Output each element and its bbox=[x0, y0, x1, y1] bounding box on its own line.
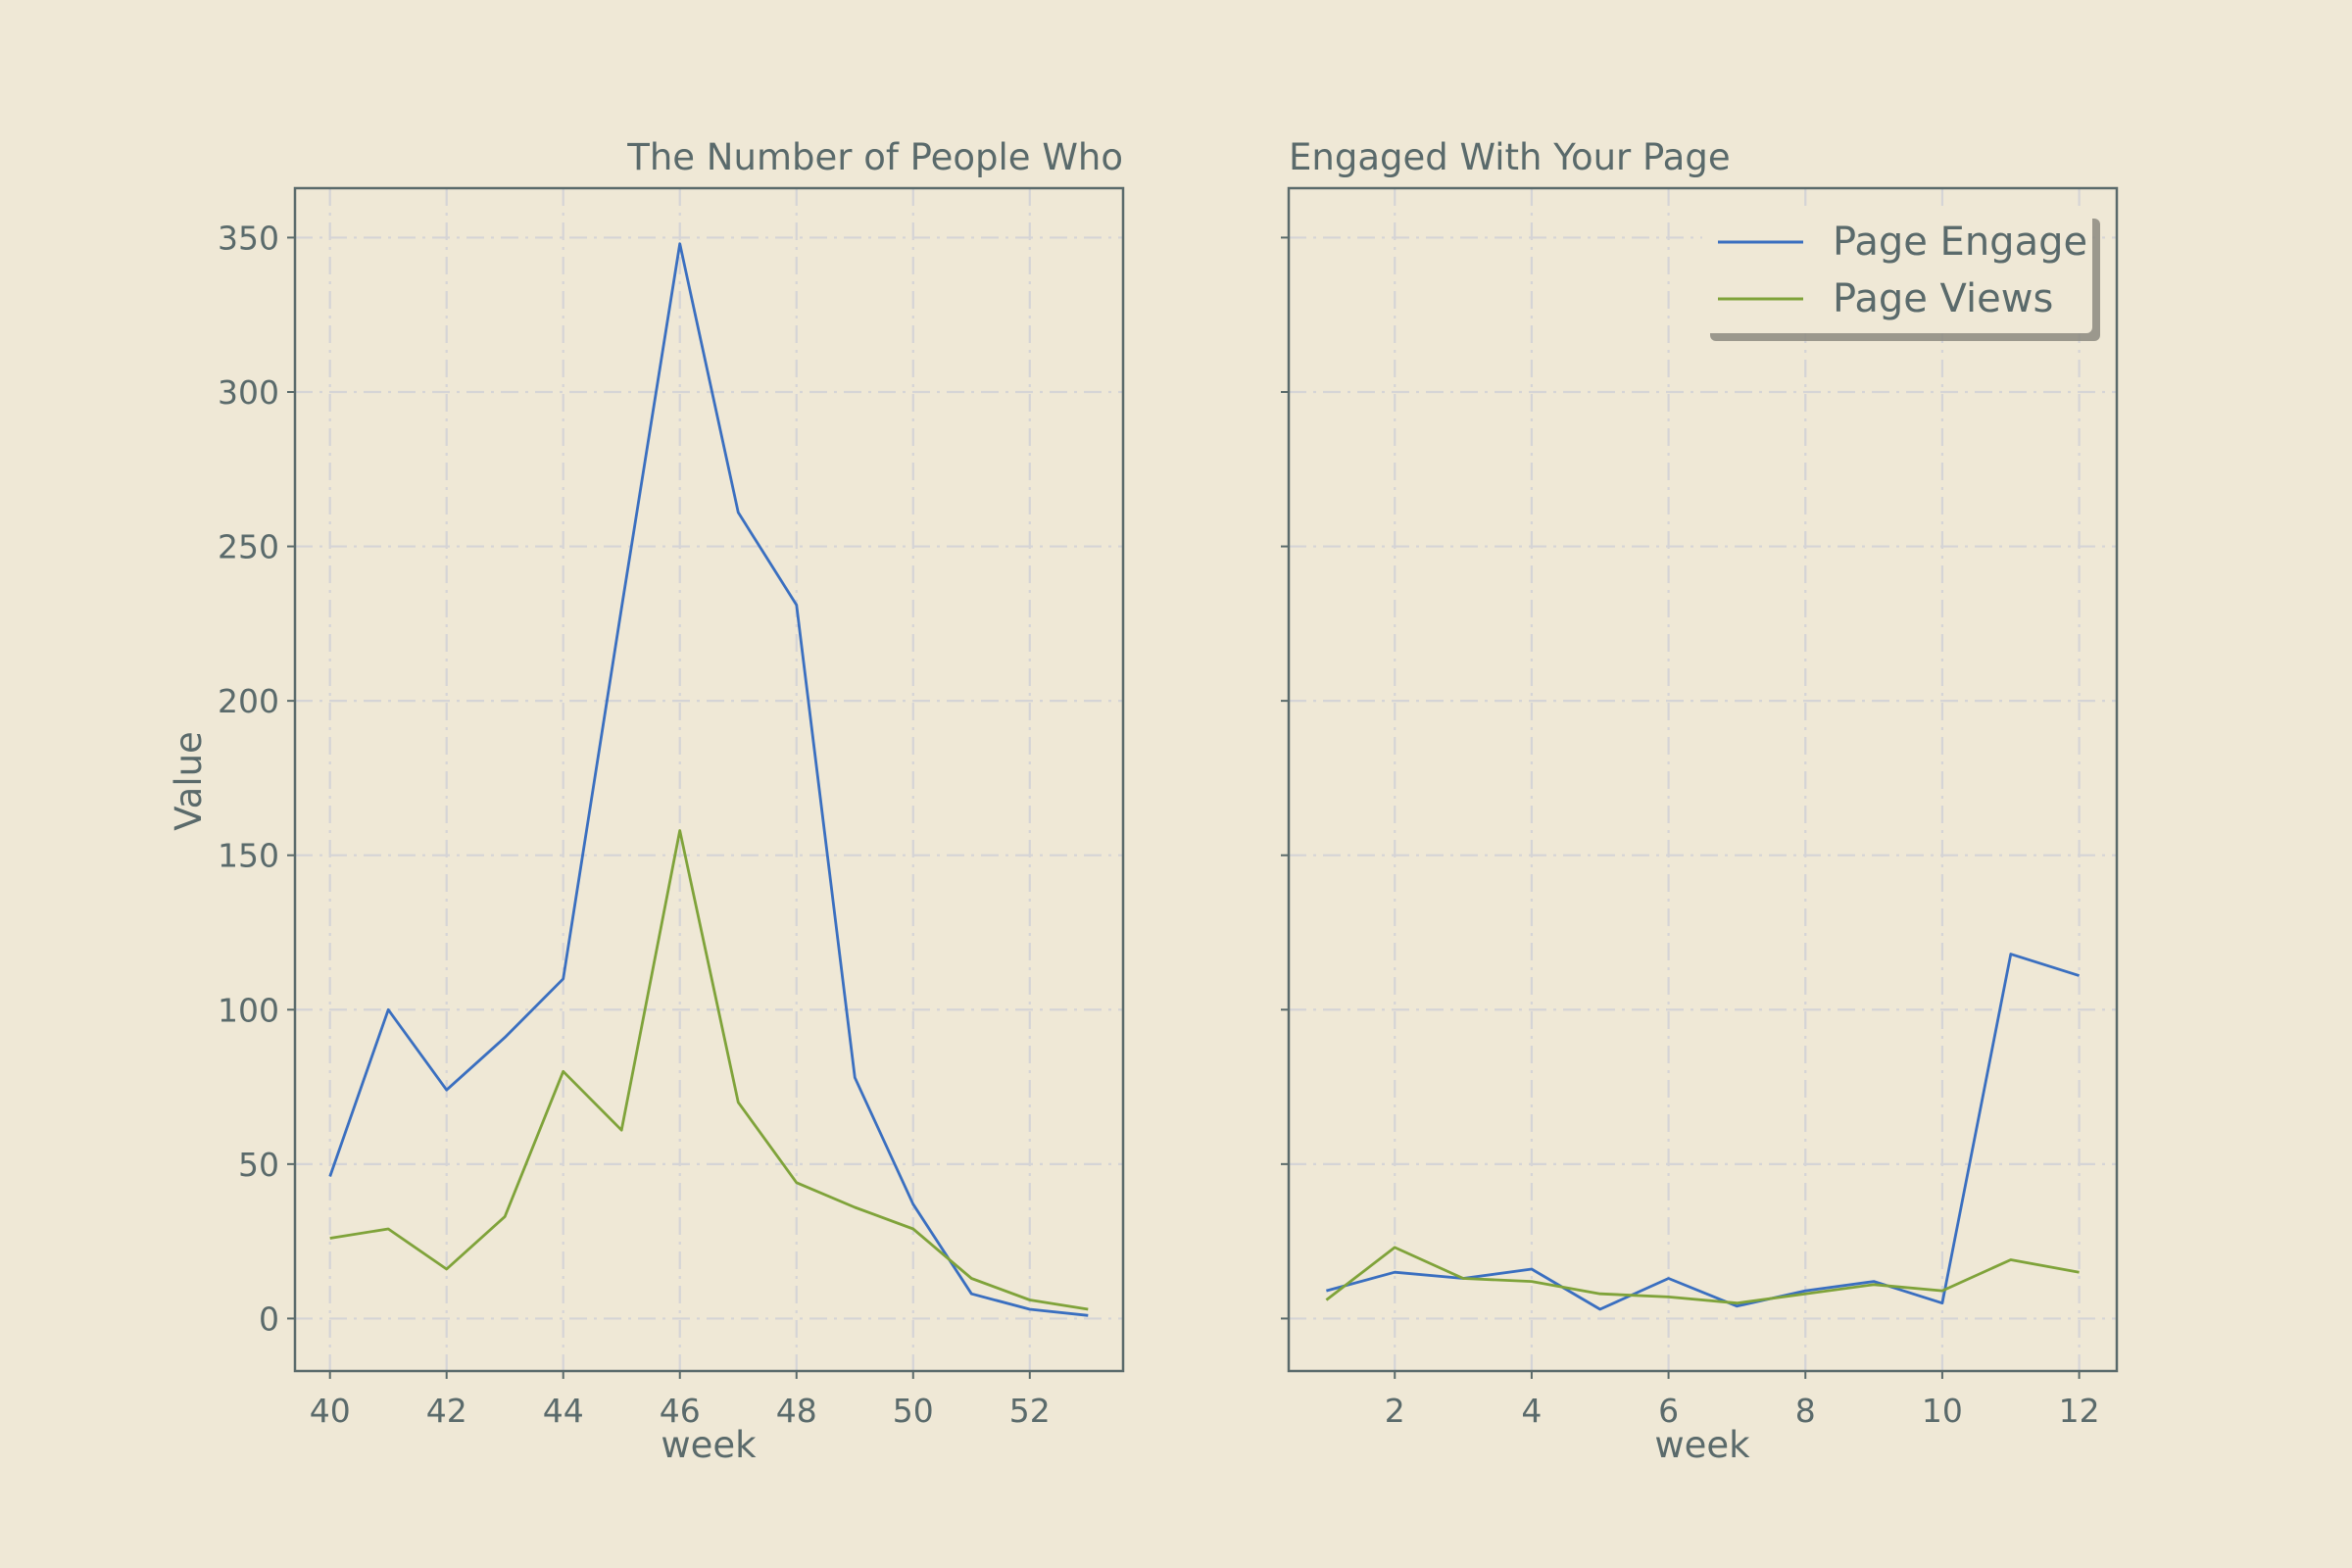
y-tick-label: 200 bbox=[218, 682, 279, 720]
left-x-tick-label: 44 bbox=[543, 1392, 584, 1430]
y-tick-label: 350 bbox=[218, 219, 279, 257]
left-grid bbox=[295, 188, 1123, 1371]
legend: Page Engage Page Views bbox=[1702, 211, 2100, 341]
right-panel-title: Engaged With Your Page bbox=[1289, 136, 1731, 178]
left-x-axis-label: week bbox=[661, 1424, 757, 1466]
left-plot-frame bbox=[293, 186, 1125, 1373]
right-x-tick-label: 6 bbox=[1658, 1392, 1679, 1430]
left-series-line-page-views bbox=[329, 829, 1089, 1311]
legend-label-page-engage: Page Engage bbox=[1833, 220, 2087, 265]
right-plot-frame bbox=[1287, 186, 2119, 1373]
left-panel-title: The Number of People Who bbox=[626, 136, 1123, 178]
legend-label-page-views: Page Views bbox=[1833, 276, 2053, 321]
right-ticks: 2 4 6 8 10 12 bbox=[1281, 236, 2100, 1430]
y-tick-label: 250 bbox=[218, 528, 279, 566]
left-series bbox=[328, 242, 1089, 1317]
right-panel: 2 4 6 8 10 12 Engaged With Your Page week bbox=[1281, 136, 2119, 1466]
left-series-line-page-engage bbox=[328, 242, 1089, 1317]
y-tick-label: 150 bbox=[218, 837, 279, 875]
left-x-tick-label: 48 bbox=[776, 1392, 817, 1430]
left-x-tick-label: 52 bbox=[1009, 1392, 1051, 1430]
right-x-tick-label: 2 bbox=[1385, 1392, 1405, 1430]
y-tick-label: 50 bbox=[238, 1146, 279, 1184]
left-x-tick-label: 50 bbox=[893, 1392, 934, 1430]
right-series-line-page-engage bbox=[1326, 953, 2081, 1311]
left-x-tick-label: 46 bbox=[660, 1392, 701, 1430]
right-series bbox=[1325, 953, 2081, 1311]
right-x-tick-label: 8 bbox=[1795, 1392, 1816, 1430]
y-tick-label: 100 bbox=[218, 991, 279, 1029]
left-x-tick-label: 42 bbox=[426, 1392, 467, 1430]
right-x-tick-label: 12 bbox=[2059, 1392, 2100, 1430]
left-x-tick-label: 40 bbox=[310, 1392, 351, 1430]
right-x-axis-label: week bbox=[1654, 1424, 1750, 1466]
y-tick-label: 300 bbox=[218, 373, 279, 412]
y-tick-label: 0 bbox=[259, 1299, 279, 1338]
right-x-tick-label: 4 bbox=[1521, 1392, 1542, 1430]
right-x-tick-label: 10 bbox=[1922, 1392, 1963, 1430]
right-series-line-page-views bbox=[1325, 1246, 2080, 1305]
left-ticks: 40 42 44 46 48 50 52 0 50 100 150 200 250 300 350 bbox=[218, 219, 1051, 1430]
y-axis-label: Value bbox=[168, 731, 210, 831]
left-panel: 40 42 44 46 48 50 52 0 50 100 150 200 250 300 350 The … bbox=[168, 136, 1125, 1466]
